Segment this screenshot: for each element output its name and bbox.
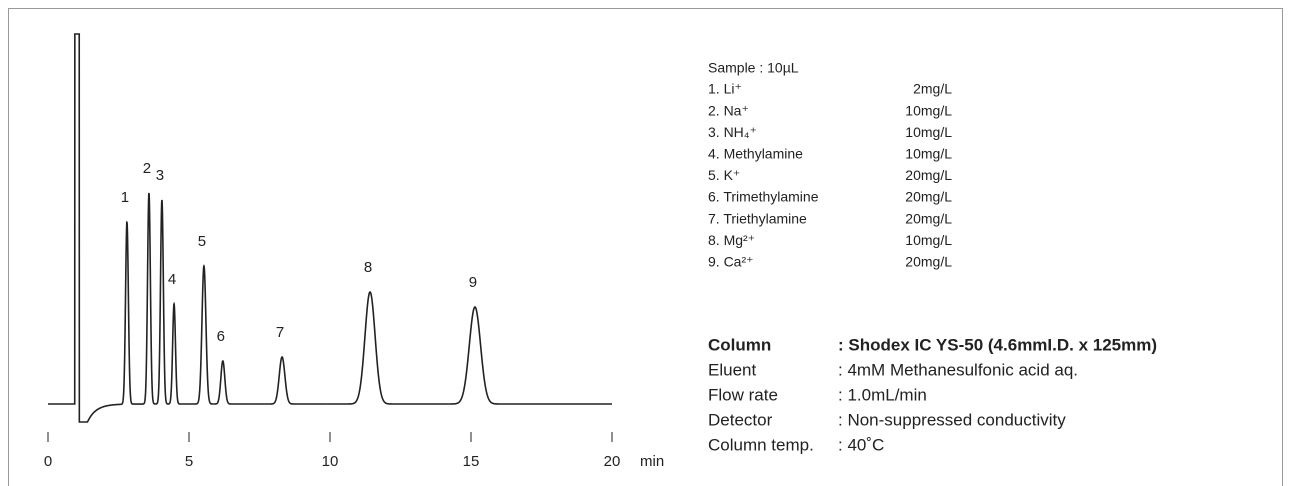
sample-name: 2. Na⁺ xyxy=(708,102,749,118)
peak xyxy=(101,220,138,408)
peak xyxy=(155,199,168,405)
frame xyxy=(8,8,1283,486)
x-tick-label: 5 xyxy=(185,453,193,470)
sample-name: 9. Ca²⁺ xyxy=(708,254,754,270)
sample-amount: 2mg/L xyxy=(913,81,952,97)
peak xyxy=(189,264,214,405)
peak-label: 4 xyxy=(168,271,176,288)
peak xyxy=(167,301,189,405)
sample-amount: 20mg/L xyxy=(905,189,952,205)
sample-name: 7. Triethylamine xyxy=(708,210,807,226)
peak xyxy=(213,360,253,405)
sample-amount: 10mg/L xyxy=(905,124,952,140)
void-peak xyxy=(48,33,103,423)
x-tick-label: 20 xyxy=(604,453,621,470)
condition-value: : 1.0mL/min xyxy=(838,385,927,404)
sample-name: 6. Trimethylamine xyxy=(708,189,819,205)
peak-label: 7 xyxy=(276,324,284,341)
condition-key: Flow rate xyxy=(708,385,778,404)
peak-label: 3 xyxy=(156,167,164,184)
sample-amount: 10mg/L xyxy=(905,232,952,248)
sample-name: 8. Mg²⁺ xyxy=(708,232,755,248)
condition-key: Detector xyxy=(708,410,773,429)
sample-amount: 20mg/L xyxy=(905,167,952,183)
condition-key: Column temp. xyxy=(708,435,814,454)
sample-name: 1. Li⁺ xyxy=(708,81,742,97)
condition-value: : Non-suppressed conductivity xyxy=(838,410,1066,429)
peak-label: 5 xyxy=(198,233,206,250)
sample-amount: 10mg/L xyxy=(905,146,952,162)
x-axis-label: min xyxy=(640,453,664,470)
peak-label: 1 xyxy=(121,189,129,206)
condition-key: Eluent xyxy=(708,360,756,379)
peak xyxy=(137,192,156,405)
x-tick-label: 0 xyxy=(44,453,52,470)
condition-value: : Shodex IC YS-50 (4.6mmI.D. x 125mm) xyxy=(838,335,1157,354)
condition-value: : 4mM Methanesulfonic acid aq. xyxy=(838,360,1078,379)
sample-amount: 10mg/L xyxy=(905,102,952,118)
peak xyxy=(422,306,612,405)
sample-name: 5. K⁺ xyxy=(708,167,740,183)
peak xyxy=(252,356,327,405)
sample-amount: 20mg/L xyxy=(905,210,952,226)
sample-title: Sample : 10µL xyxy=(708,60,799,76)
x-tick-label: 10 xyxy=(322,453,339,470)
condition-key: Column xyxy=(708,335,771,354)
peak-label: 8 xyxy=(364,259,372,276)
sample-name: 4. Methylamine xyxy=(708,146,803,162)
peak xyxy=(326,291,423,405)
sample-amount: 20mg/L xyxy=(905,254,952,270)
peak-label: 6 xyxy=(217,328,225,345)
peak-label: 9 xyxy=(469,274,477,291)
sample-name: 3. NH₄⁺ xyxy=(708,124,757,140)
condition-value: : 40˚C xyxy=(838,435,884,454)
peak-label: 2 xyxy=(143,160,151,177)
x-tick-label: 15 xyxy=(463,453,480,470)
